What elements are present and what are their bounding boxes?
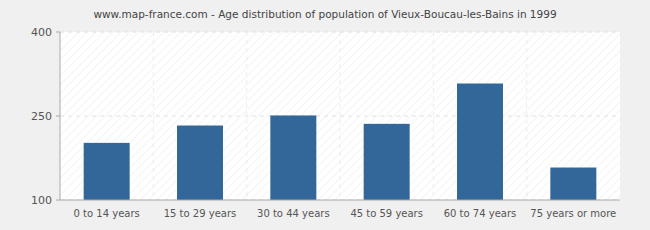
bars [84,84,597,200]
grid-line [60,200,620,201]
bar [457,84,503,200]
bar [550,168,596,200]
x-tick-label: 15 to 29 years [164,208,237,219]
x-tick-label: 45 to 59 years [350,208,423,219]
chart: 100 250 400 0 to 14 years 15 to 29 years 30 t… [0,0,650,230]
bar [364,124,410,200]
y-tick [56,116,60,117]
y-tick-label: 250 [31,110,52,123]
y-tick [56,32,60,33]
grid-line-v [153,32,154,200]
title: www.map-france.com - Age distribution of… [93,8,556,20]
x-tick-label: 60 to 74 years [444,208,517,219]
y-tick-label: 400 [31,26,52,39]
x-tick-label: 30 to 44 years [257,208,330,219]
grid-line-v [433,32,434,200]
bar [270,115,316,200]
bar [177,126,223,200]
x-tick-label: 0 to 14 years [74,208,140,219]
grid-line-v [246,32,247,200]
grid-line-v [340,32,341,200]
bar [84,143,130,200]
y-tick [56,200,60,201]
x-axis [60,200,620,201]
grid-line-v [526,32,527,200]
plot-area [60,32,620,200]
y-tick-label: 100 [31,194,52,207]
background [0,0,650,230]
x-tick-label: 75 years or more [530,208,616,219]
